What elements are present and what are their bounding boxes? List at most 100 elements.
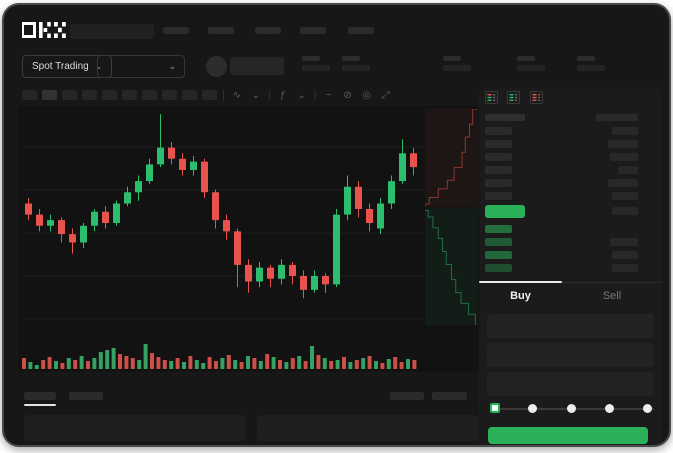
order-book-header [485,112,638,125]
drawing-tools-icon[interactable]: ⊘ [343,89,352,101]
interval-button[interactable] [202,90,217,100]
order-book [479,112,662,275]
bottom-panel-right[interactable] [257,415,479,441]
nav-item-placeholder[interactable] [300,27,326,34]
price-column-header [485,114,525,121]
interval-button[interactable] [102,90,117,100]
slider-stop[interactable] [643,404,652,413]
depth-chart[interactable] [425,109,478,325]
bottom-action-placeholder[interactable] [390,392,424,400]
price-field[interactable] [487,314,654,338]
ask-price-placeholder [485,153,512,161]
bid-row[interactable] [485,223,638,236]
orderbook-view-toggles [485,91,548,109]
interval-button[interactable] [122,90,137,100]
candlestick-chart[interactable] [22,109,424,341]
stat-label-placeholder [342,56,360,61]
ask-amount-placeholder [612,127,638,135]
toolbar-divider: | [222,89,225,101]
pair-name-placeholder [230,57,284,75]
indicators-icon[interactable]: ƒ [279,89,286,101]
ask-amount-placeholder [610,153,638,161]
bid-row[interactable] [485,249,638,262]
device-frame: Spot Trading ⌄ ⌄ | ∿ ⌄ | ƒ ⌄ | ~ ⊘ ◎ ⤢ B [2,3,671,447]
ask-price-placeholder [485,192,512,200]
bottom-tab[interactable] [69,392,103,400]
buy-submit-button[interactable] [488,427,648,444]
bottom-panel-left[interactable] [24,415,245,441]
last-price-badge [485,205,525,218]
chevron-down-icon: ⌄ [94,61,103,71]
slider-stop[interactable] [528,404,537,413]
amount-column-header [596,114,638,121]
ask-price-placeholder [485,179,512,187]
stat-label-placeholder [517,56,535,61]
trade-sidebar: Buy Sell [479,87,662,445]
ask-price-placeholder [485,166,512,174]
chart-style-icon[interactable]: ∿ [232,89,242,101]
ask-row[interactable] [485,190,638,203]
nav-item-placeholder[interactable] [208,27,234,34]
fullscreen-icon[interactable]: ⤢ [381,89,390,101]
ask-row[interactable] [485,125,638,138]
nav-item-placeholder[interactable] [163,27,189,34]
stat-value-placeholder [302,65,330,71]
chevron-down-icon[interactable]: ⌄ [297,89,306,101]
bid-price-placeholder [485,251,512,259]
interval-button[interactable] [42,90,57,100]
stat-label-placeholder [577,56,595,61]
bid-amount-placeholder [610,238,638,246]
line-tool-icon[interactable]: ~ [325,89,332,101]
slider-stop[interactable] [567,404,576,413]
toolbar-divider: | [267,89,271,101]
bid-price-placeholder [485,238,512,246]
pair-dropdown[interactable]: ⌄ [97,55,185,78]
okx-logo-icon [22,22,66,38]
amount-field[interactable] [487,343,654,367]
bottom-action-placeholder[interactable] [432,392,467,400]
bottom-tab[interactable] [24,392,56,400]
tab-buy[interactable]: Buy [479,281,562,308]
stat-value-placeholder [577,65,605,71]
chart-toolbar: | ∿ ⌄ | ƒ ⌄ | ~ ⊘ ◎ ⤢ [22,89,393,101]
interval-button[interactable] [22,90,37,100]
volume-chart[interactable] [22,341,424,369]
stat-value-placeholder [443,65,471,71]
tab-sell-label: Sell [602,289,622,302]
market-type-dropdown[interactable]: Spot Trading ⌄ [22,55,113,78]
interval-button[interactable] [162,90,177,100]
trade-tabs: Buy Sell [479,281,662,308]
nav-item-placeholder[interactable] [255,27,281,34]
interval-button[interactable] [62,90,77,100]
slider-handle[interactable] [490,403,500,413]
tab-buy-label: Buy [510,289,531,302]
ask-row[interactable] [485,138,638,151]
bid-row[interactable] [485,236,638,249]
amount-placeholder [612,207,638,215]
ask-row[interactable] [485,151,638,164]
nav-item-placeholder[interactable] [348,27,374,34]
ask-row[interactable] [485,177,638,190]
snapshot-icon[interactable]: ◎ [362,89,371,101]
book-bids-icon[interactable] [507,91,521,104]
okx-logo[interactable] [22,22,66,38]
total-field[interactable] [487,372,654,396]
bid-row[interactable] [485,262,638,275]
stat-value-placeholder [342,65,370,71]
stat-label-placeholder [302,56,320,61]
ask-row[interactable] [485,164,638,177]
last-price-row[interactable] [485,204,638,221]
book-combined-icon[interactable] [485,91,498,104]
book-asks-icon[interactable] [529,91,543,104]
nav-search-placeholder[interactable] [70,24,154,39]
toolbar-divider: | [313,89,317,101]
bid-amount-placeholder [612,264,638,272]
chevron-down-icon[interactable]: ⌄ [251,89,261,101]
interval-button[interactable] [82,90,97,100]
slider-stop[interactable] [605,404,614,413]
interval-button[interactable] [182,90,197,100]
interval-button[interactable] [142,90,157,100]
bid-price-placeholder [485,225,512,233]
bid-price-placeholder [485,264,512,272]
tab-sell[interactable]: Sell [562,283,662,308]
